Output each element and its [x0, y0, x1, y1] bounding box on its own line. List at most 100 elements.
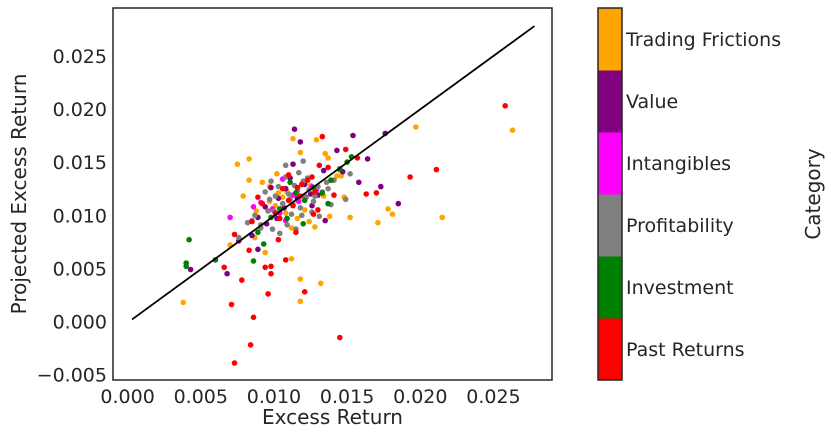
data-point-3-40: [272, 193, 279, 199]
data-point-5-26: [319, 133, 326, 140]
data-point-0-5: [259, 179, 266, 186]
data-point-3-26: [347, 171, 353, 177]
reference-line-group: [131, 25, 535, 321]
data-point-0-17: [334, 173, 340, 179]
data-point-3-11: [288, 211, 295, 217]
data-point-0-14: [290, 135, 296, 142]
data-point-0-1: [234, 161, 241, 167]
data-point-0-2: [246, 156, 252, 162]
data-point-1-6: [268, 184, 274, 191]
data-point-5-41: [277, 215, 283, 222]
data-point-0-8: [282, 210, 289, 216]
data-point-0-13: [297, 149, 304, 156]
data-point-5-14: [275, 236, 282, 243]
data-point-1-3: [249, 232, 255, 239]
data-point-0-16: [325, 155, 331, 161]
data-point-5-9: [255, 194, 261, 200]
data-point-0-26: [288, 255, 295, 262]
y-tick-label: 0.000: [53, 312, 107, 334]
data-point-4-5: [260, 241, 267, 247]
data-point-0-9: [288, 225, 295, 231]
data-point-4-19: [287, 179, 293, 186]
data-point-3-37: [299, 212, 305, 219]
data-point-3-2: [252, 212, 258, 219]
data-point-3-36: [316, 213, 323, 220]
data-point-1-25: [291, 126, 298, 132]
data-point-5-16: [282, 257, 289, 263]
data-point-3-45: [325, 185, 331, 192]
data-point-0-11: [301, 207, 308, 213]
data-point-3-18: [310, 198, 317, 205]
data-point-0-39: [318, 280, 324, 287]
data-point-5-7: [246, 247, 252, 254]
data-point-5-6: [239, 277, 245, 283]
data-point-0-28: [297, 298, 304, 305]
data-point-0-40: [306, 218, 312, 225]
data-point-0-34: [326, 213, 333, 220]
colorbar-category-label: Profitability: [626, 215, 734, 237]
data-point-5-1: [231, 231, 238, 238]
plot-area-frame: [112, 7, 553, 381]
data-point-4-12: [319, 190, 326, 196]
data-point-3-14: [297, 205, 304, 211]
data-point-4-20: [255, 229, 261, 236]
colorbar-category-label: Past Returns: [626, 339, 745, 361]
colorbar-segment: [598, 194, 622, 257]
data-point-0-22: [389, 211, 396, 217]
data-point-1-19: [356, 179, 362, 186]
data-point-5-24: [312, 189, 318, 195]
data-point-5-39: [294, 184, 301, 191]
data-point-1-32: [290, 161, 296, 167]
colorbar-frame: [597, 7, 623, 381]
data-point-3-7: [275, 183, 282, 190]
x-axis-ticks: 0.000 0.005 0.010 0.015 0.020 0.025: [100, 386, 520, 408]
data-point-1-26: [297, 139, 304, 145]
data-point-5-10: [259, 200, 266, 207]
data-point-1-30: [307, 191, 314, 197]
data-point-3-29: [269, 226, 276, 232]
data-point-5-42: [299, 181, 305, 188]
data-point-3-30: [277, 230, 283, 237]
y-tick-label: −0.005: [37, 365, 107, 387]
data-point-1-21: [378, 183, 384, 190]
data-point-4-4: [250, 258, 257, 264]
data-point-5-43: [310, 211, 317, 217]
data-point-1-12: [309, 202, 315, 209]
y-tick-label: 0.025: [53, 46, 107, 68]
data-point-4-1: [183, 263, 189, 270]
data-point-1-18: [350, 132, 356, 139]
data-point-5-5: [228, 301, 235, 308]
data-point-0-25: [509, 127, 516, 133]
data-point-5-11: [265, 291, 271, 297]
data-point-3-1: [244, 219, 251, 226]
data-point-5-0: [221, 264, 227, 271]
data-point-0-10: [294, 215, 301, 222]
data-point-5-44: [285, 172, 292, 178]
data-point-3-4: [262, 189, 269, 195]
colorbar-category-label: Trading Frictions: [625, 29, 781, 51]
data-point-5-30: [342, 146, 349, 153]
data-point-5-35: [433, 166, 440, 173]
x-tick-label: 0.025: [466, 386, 520, 408]
colorbar-segment: [598, 318, 622, 381]
data-point-5-19: [293, 229, 299, 236]
y-tick-label: 0.005: [53, 258, 107, 280]
data-point-5-23: [309, 174, 315, 180]
data-point-5-8: [249, 218, 255, 225]
data-point-5-3: [247, 342, 254, 348]
data-point-4-2: [186, 236, 192, 243]
x-tick-label: 0.015: [320, 386, 374, 408]
data-point-0-20: [375, 219, 381, 226]
data-point-1-1: [224, 270, 230, 277]
data-point-0-35: [338, 173, 345, 179]
data-point-0-24: [439, 214, 446, 221]
data-point-5-29: [337, 334, 343, 341]
data-point-3-41: [268, 178, 274, 184]
data-point-0-31: [274, 171, 280, 177]
x-tick-label: 0.005: [174, 386, 228, 408]
data-point-2-0: [227, 214, 233, 221]
data-point-3-10: [285, 191, 292, 197]
reference-diagonal-line: [131, 25, 535, 321]
data-point-0-44: [322, 150, 329, 157]
